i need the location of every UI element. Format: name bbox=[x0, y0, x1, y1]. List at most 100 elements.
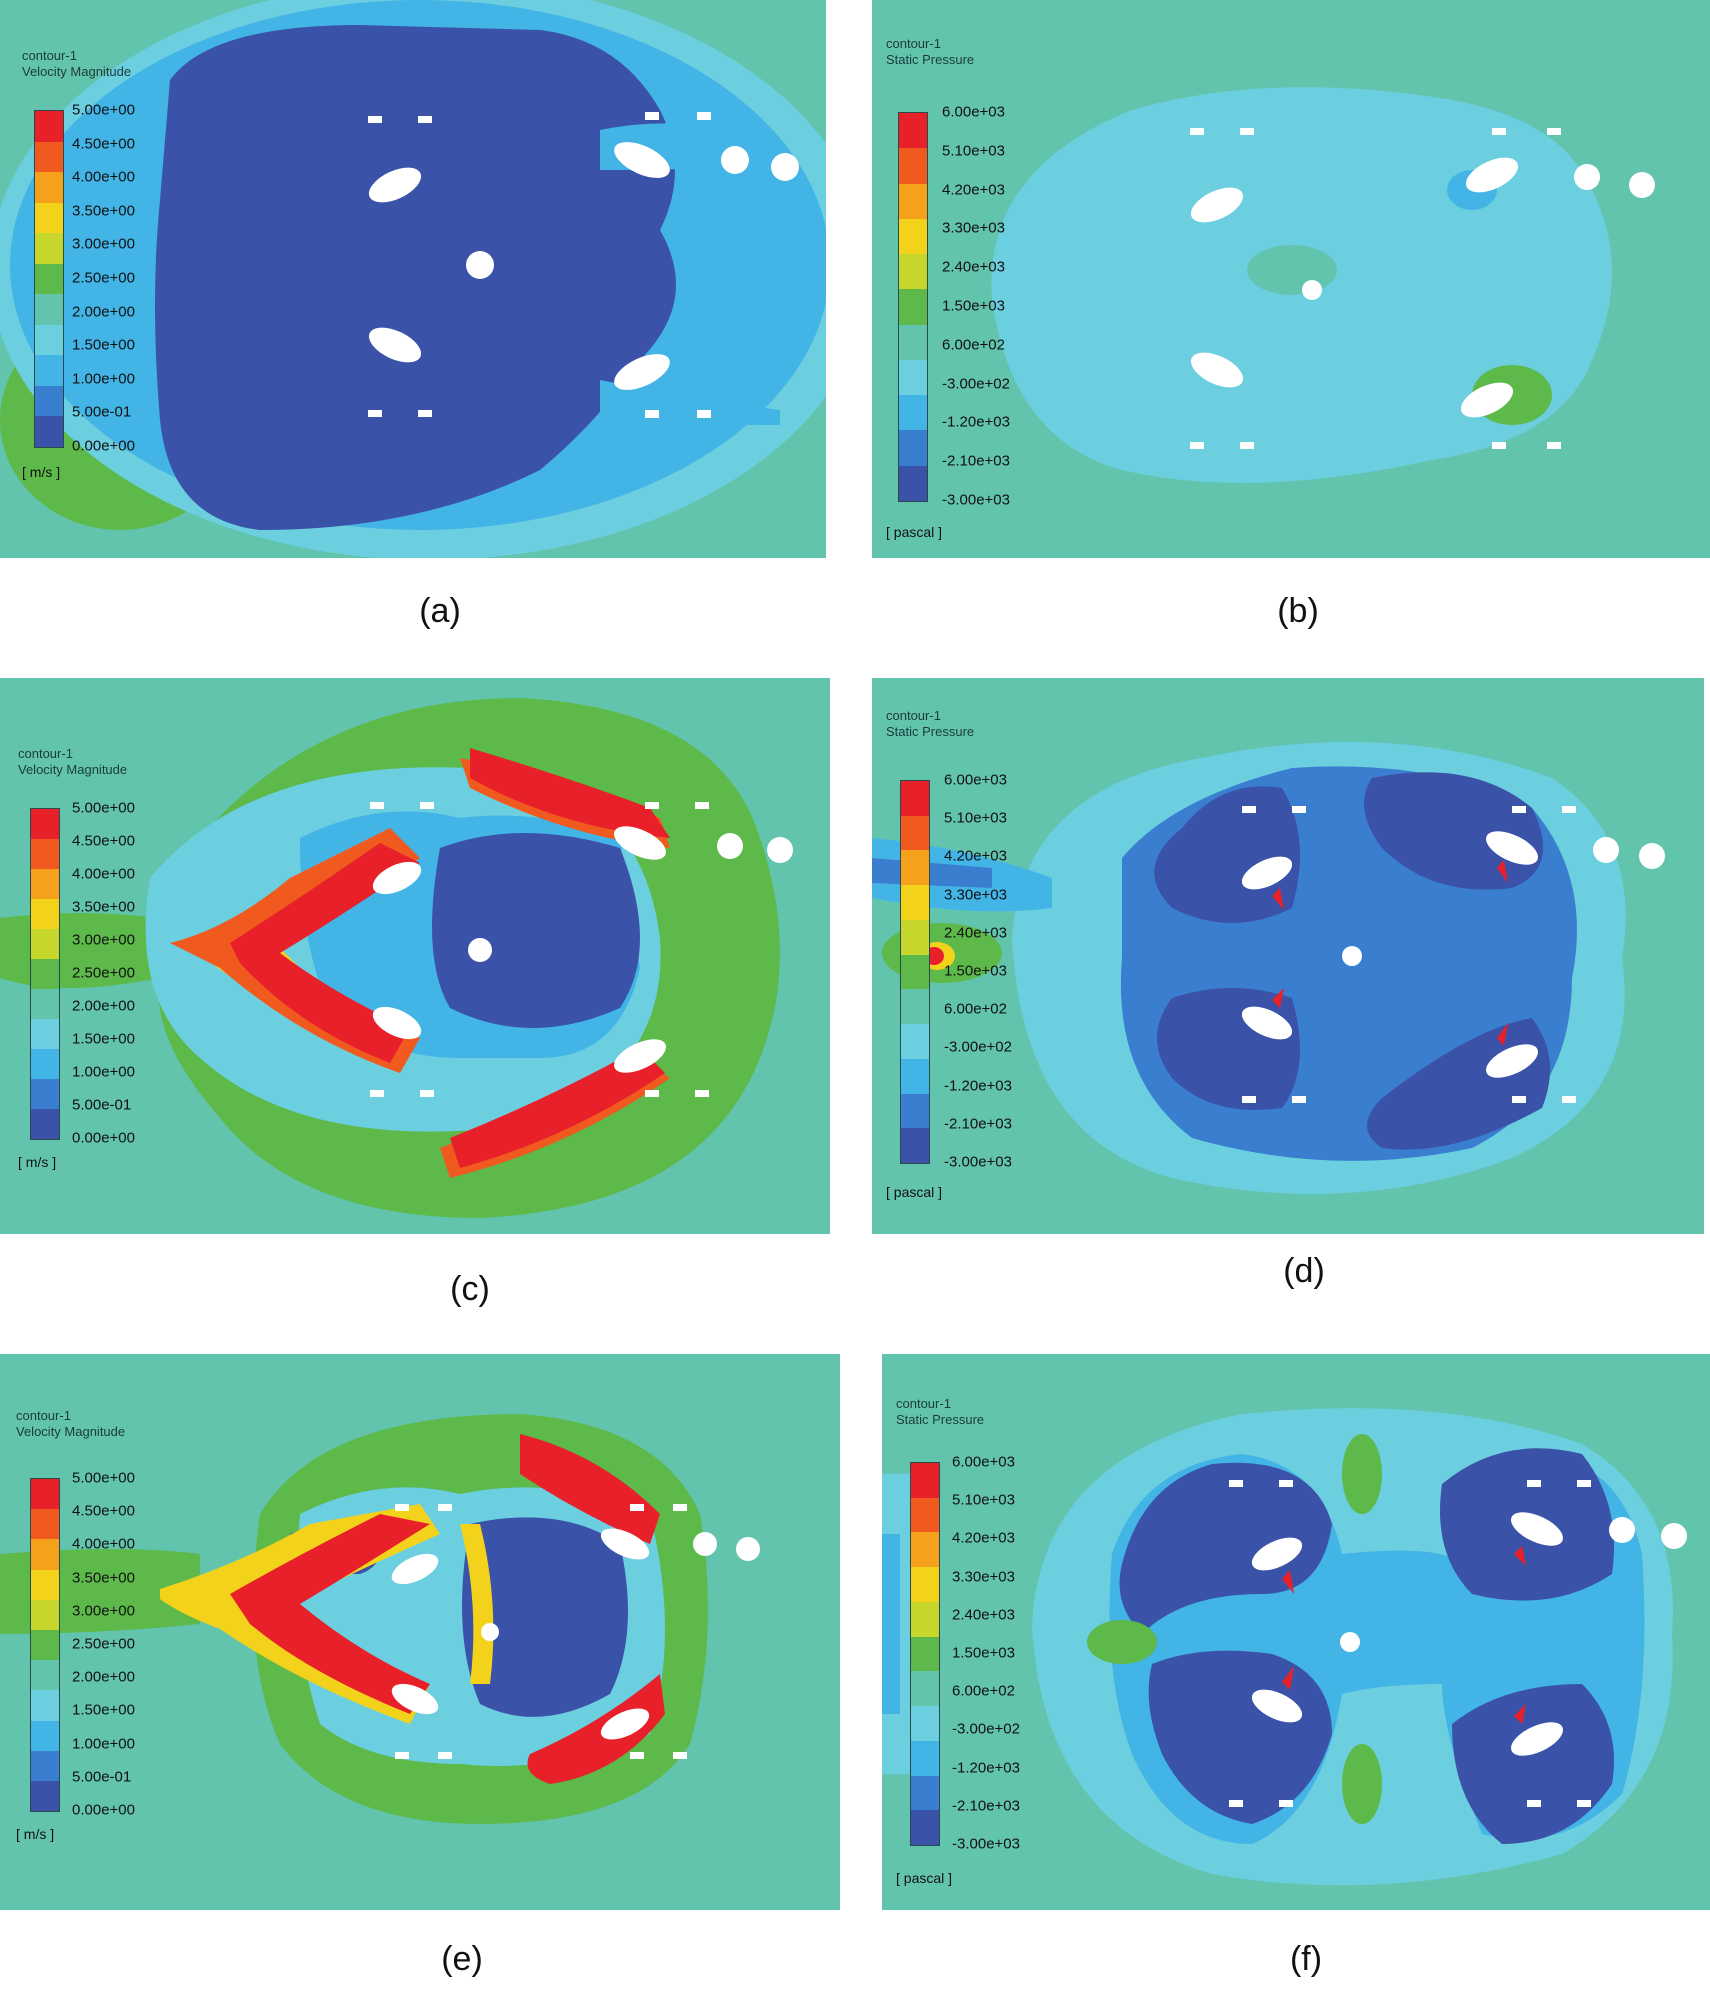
panel-f-colorbar-swatch bbox=[911, 1740, 939, 1776]
panel-e-colorbar-swatch bbox=[31, 1660, 59, 1691]
panel-b-tick-label: 6.00e+02 bbox=[942, 336, 1005, 354]
panel-c-velocity-contour: contour-1 Velocity Magnitude 5.00e+00 4.50… bbox=[0, 678, 830, 1234]
panel-d-tick-label: -1.20e+03 bbox=[944, 1077, 1012, 1095]
panel-f-colorbar-swatch bbox=[911, 1497, 939, 1533]
panel-f-tick-label: -3.00e+02 bbox=[952, 1720, 1020, 1738]
panel-c-colorbar-swatch bbox=[31, 809, 59, 839]
panel-e-tick-label: 1.50e+00 bbox=[72, 1701, 135, 1719]
panel-c-colorbar-swatch bbox=[31, 839, 59, 869]
panel-b-tick-label: -3.00e+02 bbox=[942, 375, 1010, 393]
panel-d-colorbar-swatch bbox=[901, 1128, 929, 1164]
panel-f-variable-name: Static Pressure bbox=[896, 1412, 985, 1427]
panel-c-tick-label: 1.00e+00 bbox=[72, 1063, 135, 1081]
panel-c-colorbar-swatch bbox=[31, 1049, 59, 1079]
panel-b-unit: [ pascal ] bbox=[886, 524, 943, 540]
panel-d-legend-title: contour-1 Static Pressure bbox=[886, 708, 974, 740]
panel-f-tick-label: 1.50e+03 bbox=[952, 1644, 1015, 1662]
panel-d-colorbar-swatch bbox=[901, 1093, 929, 1129]
panel-e-colorbar bbox=[30, 1478, 60, 1812]
panel-d-colorbar-swatch bbox=[901, 850, 929, 886]
panel-c-tick-label: 1.50e+00 bbox=[72, 1030, 135, 1048]
panel-b-tick-label: -1.20e+03 bbox=[942, 413, 1010, 431]
panel-a-legend-title: contour-1 Velocity Magnitude bbox=[22, 48, 131, 80]
panel-a-contour-name: contour-1 bbox=[22, 48, 77, 63]
panel-a-colorbar-swatch bbox=[35, 294, 63, 325]
panel-e-tick-label: 1.00e+00 bbox=[72, 1735, 135, 1753]
caption-b: (b) bbox=[1277, 592, 1319, 630]
panel-f-tick-label: 4.20e+03 bbox=[952, 1529, 1015, 1547]
panel-c-contour-name: contour-1 bbox=[18, 746, 73, 761]
panel-c-tick-label: 4.50e+00 bbox=[72, 832, 135, 850]
panel-a-tick-label: 1.00e+00 bbox=[72, 370, 135, 388]
panel-d-unit: [ pascal ] bbox=[886, 1184, 943, 1200]
panel-d-tick-label: 1.50e+03 bbox=[944, 962, 1007, 980]
panel-b-tick-label: -3.00e+03 bbox=[942, 491, 1010, 509]
panel-b-colorbar-swatch bbox=[899, 465, 927, 501]
panel-a-colorbar-swatch bbox=[35, 324, 63, 356]
panel-d-colorbar-swatch bbox=[901, 1058, 929, 1094]
panel-e-colorbar-swatch bbox=[31, 1780, 59, 1812]
panel-e-colorbar-swatch bbox=[31, 1720, 59, 1751]
panel-a-colorbar bbox=[34, 110, 64, 448]
panel-c-colorbar-swatch bbox=[31, 899, 59, 929]
panel-a-tick-label: 4.50e+00 bbox=[72, 135, 135, 153]
panel-a-tick-label: 3.50e+00 bbox=[72, 202, 135, 220]
panel-b-variable-name: Static Pressure bbox=[886, 52, 975, 67]
panel-d-colorbar-swatch bbox=[901, 1024, 929, 1059]
panel-d-tick-label: -3.00e+03 bbox=[944, 1153, 1012, 1171]
panel-c-colorbar-swatch bbox=[31, 959, 59, 989]
panel-b-tick-label: 5.10e+03 bbox=[942, 142, 1005, 160]
panel-b-colorbar-swatch bbox=[899, 324, 927, 360]
panel-c-tick-label: 3.50e+00 bbox=[72, 898, 135, 916]
panel-c-variable-name: Velocity Magnitude bbox=[18, 762, 128, 777]
panel-a-colorbar-swatch bbox=[35, 385, 63, 417]
panel-f-tick-label: 5.10e+03 bbox=[952, 1491, 1015, 1509]
panel-b-colorbar-swatch bbox=[899, 254, 927, 290]
panel-f-pressure-contour: contour-1 Static Pressure 6.00e+03 5.10e+0… bbox=[882, 1354, 1710, 1910]
panel-a-colorbar-swatch bbox=[35, 202, 63, 234]
panel-a-colorbar-swatch bbox=[35, 416, 63, 448]
panel-e-tick-label: 0.00e+00 bbox=[72, 1801, 135, 1819]
panel-f-tick-label: 6.00e+02 bbox=[952, 1682, 1015, 1700]
panel-c-tick-label: 2.00e+00 bbox=[72, 997, 135, 1015]
panel-f-tick-label: 6.00e+03 bbox=[952, 1453, 1015, 1471]
panel-d-colorbar-swatch bbox=[901, 815, 929, 851]
panel-a-tick-label: 5.00e-01 bbox=[72, 403, 132, 421]
panel-f-colorbar-swatch bbox=[911, 1463, 939, 1498]
panel-a-tick-label: 3.00e+00 bbox=[72, 235, 135, 253]
panel-d-tick-label: 5.10e+03 bbox=[944, 809, 1007, 827]
panel-b-tick-label: -2.10e+03 bbox=[942, 452, 1010, 470]
panel-c-unit: [ m/s ] bbox=[18, 1154, 57, 1170]
panel-e-tick-label: 2.50e+00 bbox=[72, 1635, 135, 1653]
panel-a-tick-label: 0.00e+00 bbox=[72, 437, 135, 455]
caption-a: (a) bbox=[419, 592, 461, 630]
panel-a-variable-name: Velocity Magnitude bbox=[22, 64, 132, 79]
panel-d-colorbar-swatch bbox=[901, 885, 929, 920]
panel-b-tick-label: 6.00e+03 bbox=[942, 103, 1005, 121]
panel-e-tick-label: 5.00e-01 bbox=[72, 1768, 132, 1786]
panel-a-tick-label: 2.00e+00 bbox=[72, 303, 135, 321]
panel-e-legend-title: contour-1 Velocity Magnitude bbox=[16, 1408, 125, 1440]
panel-f-contour-name: contour-1 bbox=[896, 1396, 951, 1411]
panel-b-tick-labels: 6.00e+03 5.10e+03 4.20e+03 3.30e+03 2.40e+03… bbox=[942, 104, 1062, 509]
panel-b-tick-label: 4.20e+03 bbox=[942, 181, 1005, 199]
panel-f-contour-field bbox=[882, 1354, 1710, 1910]
panel-c-contour-field bbox=[0, 678, 830, 1234]
panel-e-tick-labels: 5.00e+00 4.50e+00 4.00e+00 3.50e+00 3.00e+00… bbox=[72, 1470, 192, 1819]
panel-d-colorbar bbox=[900, 780, 930, 1164]
panel-f-colorbar-swatch bbox=[911, 1810, 939, 1846]
panel-e-colorbar-swatch bbox=[31, 1539, 59, 1570]
panel-a-colorbar-swatch bbox=[35, 263, 63, 295]
panel-c-tick-label: 2.50e+00 bbox=[72, 964, 135, 982]
panel-e-colorbar-swatch bbox=[31, 1629, 59, 1661]
panel-c-tick-label: 5.00e-01 bbox=[72, 1096, 132, 1114]
panel-c-colorbar-swatch bbox=[31, 1109, 59, 1139]
panel-d-tick-label: 6.00e+02 bbox=[944, 1000, 1007, 1018]
panel-a-velocity-contour: contour-1 Velocity Magnitude 5.00e+00 4.50… bbox=[0, 0, 826, 558]
panel-e-colorbar-swatch bbox=[31, 1509, 59, 1540]
panel-b-colorbar-swatch bbox=[899, 289, 927, 325]
panel-d-colorbar-swatch bbox=[901, 781, 929, 816]
caption-e: (e) bbox=[441, 1940, 483, 1978]
panel-d-tick-label: 3.30e+03 bbox=[944, 886, 1007, 904]
panel-e-velocity-contour: contour-1 Velocity Magnitude 5.00e+00 4.50… bbox=[0, 1354, 840, 1910]
